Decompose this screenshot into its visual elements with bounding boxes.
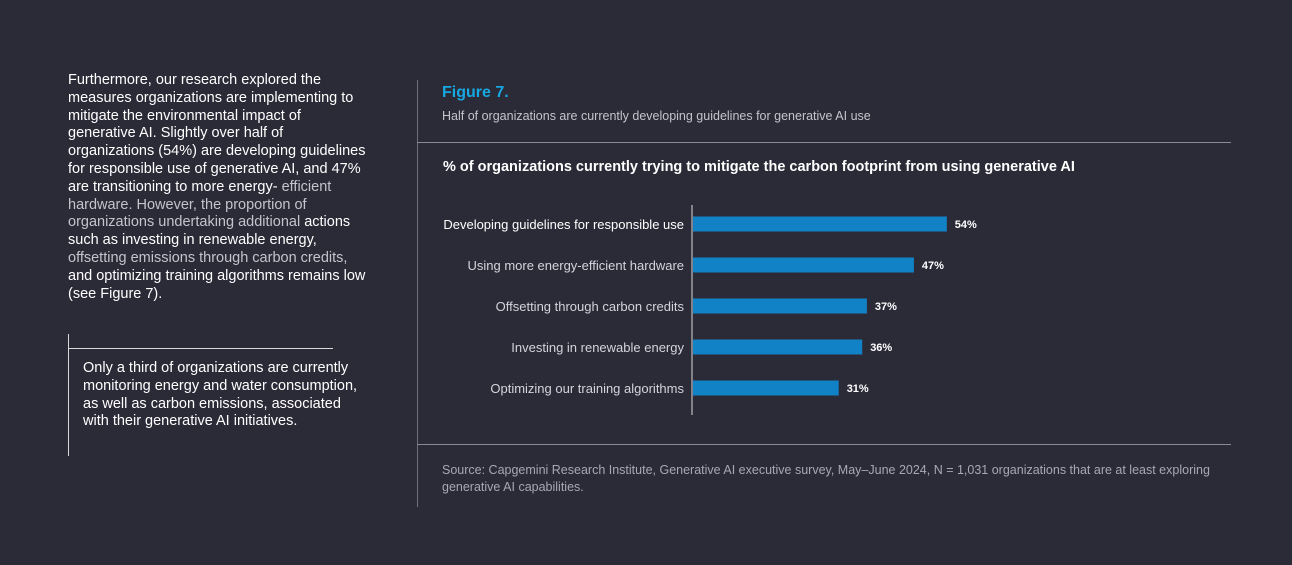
- category-label: Optimizing our training algorithms: [490, 381, 684, 396]
- bar: [693, 298, 867, 314]
- value-label: 37%: [875, 301, 897, 313]
- value-label: 54%: [955, 219, 977, 231]
- callout-text: Only a third of organizations are curren…: [83, 360, 358, 430]
- body-text-part3: actions such as investing in renewable e…: [68, 214, 351, 249]
- body-text-part4: offsetting emissions through carbon cred…: [68, 249, 348, 266]
- top-divider: [417, 142, 1231, 143]
- value-label: 47%: [922, 260, 944, 272]
- bar: [693, 380, 839, 396]
- source-note: Source: Capgemini Research Institute, Ge…: [442, 463, 1210, 494]
- body-text-part1: Furthermore, our research explored the m…: [68, 72, 366, 195]
- bottom-divider: [417, 444, 1231, 445]
- bar: [693, 257, 914, 273]
- figure-title: Figure 7.: [442, 84, 509, 101]
- chart-title: % of organizations currently trying to m…: [443, 159, 1075, 175]
- bar: [693, 216, 947, 232]
- body-text-part5: and optimizing training algorithms remai…: [68, 267, 366, 302]
- bar-chart: Developing guidelines for responsible us…: [443, 205, 977, 415]
- category-label: Using more energy-efficient hardware: [467, 258, 684, 273]
- category-label: Investing in renewable energy: [511, 340, 684, 355]
- figure-subtitle: Half of organizations are currently deve…: [442, 109, 871, 123]
- body-paragraph: Furthermore, our research explored the m…: [68, 72, 368, 303]
- vertical-divider: [417, 80, 418, 507]
- category-label: Offsetting through carbon credits: [496, 299, 685, 314]
- callout-rule: [69, 348, 333, 349]
- value-label: 31%: [847, 383, 869, 395]
- callout-box: Only a third of organizations are curren…: [68, 334, 357, 456]
- value-label: 36%: [870, 342, 892, 354]
- category-label: Developing guidelines for responsible us…: [443, 217, 684, 232]
- bar: [693, 339, 863, 355]
- body-text-part2: efficient hardware. However, the proport…: [68, 178, 332, 231]
